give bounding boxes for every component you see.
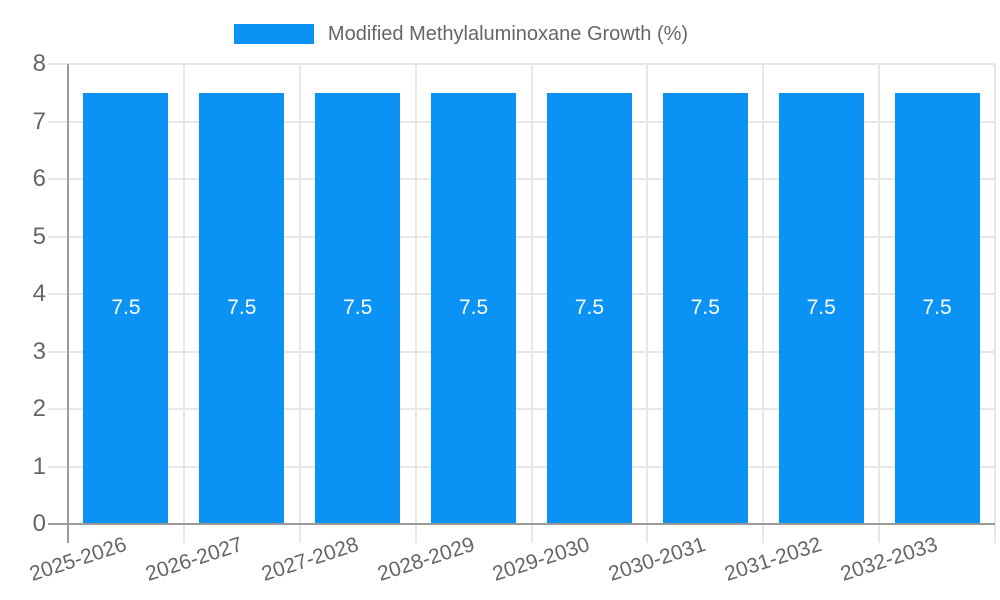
bar-value-label: 7.5 xyxy=(227,296,257,320)
h-gridline xyxy=(48,235,995,238)
y-tick-label: 5 xyxy=(32,222,46,250)
v-gridline xyxy=(646,64,649,543)
bar[interactable] xyxy=(546,92,632,524)
h-gridline xyxy=(48,63,995,65)
bar[interactable] xyxy=(431,92,517,524)
legend-swatch xyxy=(233,24,314,44)
v-gridline xyxy=(298,64,301,543)
h-gridline xyxy=(48,120,995,123)
v-gridline xyxy=(414,64,417,543)
bar[interactable] xyxy=(199,92,285,524)
h-gridline xyxy=(48,293,995,295)
y-tick-label: 4 xyxy=(32,280,46,307)
v-gridline xyxy=(994,64,996,543)
bar-value-label: 7.5 xyxy=(111,296,141,320)
bar-value-label: 7.5 xyxy=(458,296,489,320)
y-tick-label: 6 xyxy=(32,165,46,192)
y-tick-label: 2 xyxy=(32,395,46,422)
y-tick-label: 0 xyxy=(32,510,46,537)
y-tick-label: 8 xyxy=(32,50,46,77)
bar[interactable] xyxy=(894,92,980,524)
y-tick-label: 3 xyxy=(32,337,46,365)
y-tick-label: 7 xyxy=(32,107,46,135)
bar-value-label: 7.5 xyxy=(806,296,836,320)
bar-value-label: 7.5 xyxy=(922,296,952,320)
v-gridline xyxy=(878,64,881,543)
h-gridline xyxy=(48,465,995,468)
bar[interactable] xyxy=(315,92,401,524)
bar-value-label: 7.5 xyxy=(343,296,373,320)
h-gridline xyxy=(48,408,995,410)
v-gridline xyxy=(530,64,533,543)
bar-value-label: 7.5 xyxy=(690,296,720,320)
bar[interactable] xyxy=(662,92,748,524)
legend-item[interactable]: Modified Methylaluminoxane Growth (%) xyxy=(233,22,689,46)
chart-legend: Modified Methylaluminoxane Growth (%) xyxy=(0,22,961,46)
bar-value-label: 7.5 xyxy=(574,296,605,320)
bar[interactable] xyxy=(83,92,169,524)
bar[interactable] xyxy=(778,92,864,524)
y-axis-line xyxy=(67,64,69,543)
v-gridline xyxy=(762,64,765,543)
v-gridline xyxy=(182,64,185,543)
y-tick-label: 1 xyxy=(32,452,46,480)
x-axis-line xyxy=(48,523,995,525)
h-gridline xyxy=(48,350,995,353)
legend-label: Modified Methylaluminoxane Growth (%) xyxy=(327,22,689,45)
h-gridline xyxy=(48,178,995,180)
